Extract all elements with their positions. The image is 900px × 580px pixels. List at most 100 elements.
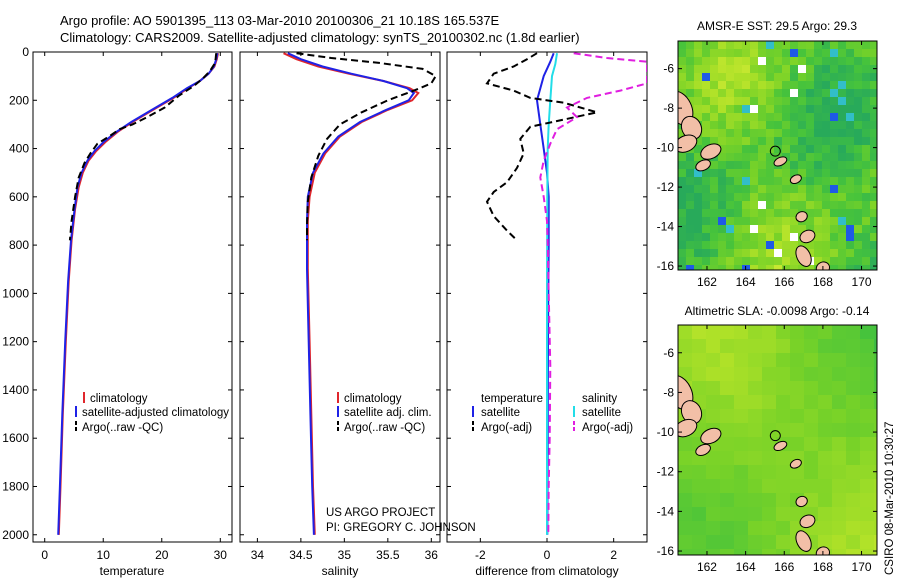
map-y-tick-label: -14 — [657, 504, 675, 518]
map-cell — [814, 177, 823, 186]
map-cell — [790, 153, 799, 162]
map-cell — [706, 507, 721, 522]
map-cell — [710, 177, 719, 186]
map-cell — [846, 437, 861, 452]
map-cell — [862, 41, 871, 50]
map-cell — [766, 257, 775, 266]
map-cell — [822, 105, 831, 114]
map-cell — [758, 177, 767, 186]
map-cell — [762, 437, 777, 452]
map-cell — [822, 73, 831, 82]
map-cell — [692, 325, 707, 340]
map-cell — [806, 185, 815, 194]
map-cell — [758, 169, 767, 178]
map-cell — [870, 81, 877, 90]
map-cell — [782, 65, 791, 74]
map-cell — [726, 265, 735, 270]
map-cell — [762, 451, 777, 466]
map-cell — [790, 225, 799, 234]
map-cell — [776, 395, 791, 410]
map-cell — [774, 81, 783, 90]
map-cell — [742, 145, 751, 154]
map-cell — [734, 105, 743, 114]
map-cell — [718, 169, 727, 178]
legend-label-satellite: satellite adj. clim. — [344, 407, 432, 419]
map-cell — [874, 353, 877, 368]
map-cell — [694, 49, 703, 58]
map-cell — [718, 81, 727, 90]
map-cell — [874, 493, 877, 508]
series-salinity-argo-adj — [539, 52, 647, 535]
map-cell — [766, 209, 775, 218]
map-cell — [870, 57, 877, 66]
legend-title-salinity: salinity — [582, 393, 617, 405]
map-cell — [734, 249, 743, 258]
map-cell — [734, 193, 743, 202]
map-cell — [720, 353, 735, 368]
map-cell — [804, 339, 819, 354]
map-cell — [748, 423, 763, 438]
map-cell — [870, 113, 877, 122]
map-cell — [806, 265, 815, 270]
map-y-tick-label: -16 — [657, 259, 675, 273]
map-cell — [748, 535, 763, 550]
map-cell — [832, 339, 847, 354]
map-cell — [710, 49, 719, 58]
map-cell — [762, 325, 777, 340]
map-cell — [718, 89, 727, 98]
y-tick-label: 2000 — [2, 528, 29, 542]
map-cell — [742, 97, 751, 106]
map-cell — [702, 249, 711, 258]
map-cell — [846, 185, 855, 194]
map-cell — [726, 233, 735, 242]
map-cell — [814, 73, 823, 82]
map-cell — [790, 265, 799, 270]
map-cell — [862, 153, 871, 162]
map-cell — [774, 185, 783, 194]
map-cell — [710, 209, 719, 218]
map-cell — [718, 185, 727, 194]
map-cell — [814, 241, 823, 250]
map-cell — [774, 41, 783, 50]
map-cell — [718, 105, 727, 114]
map-cell — [702, 201, 711, 210]
map-cell — [758, 49, 767, 58]
map-cell — [814, 57, 823, 66]
map-cell — [806, 81, 815, 90]
sla-map-frame — [677, 324, 878, 556]
map-cell — [734, 57, 743, 66]
map-cell — [862, 57, 871, 66]
map-cell — [790, 339, 805, 354]
map-cell — [870, 129, 877, 138]
map-cell — [692, 549, 707, 555]
header-line2: Climatology: CARS2009. Satellite-adjuste… — [60, 30, 580, 45]
map-cell — [706, 521, 721, 536]
map-cell — [766, 217, 775, 226]
map-cell — [814, 185, 823, 194]
map-cell — [774, 129, 783, 138]
map-cell — [692, 493, 707, 508]
map-cell — [830, 113, 839, 122]
map-cell — [678, 177, 687, 186]
map-cell — [830, 241, 839, 250]
map-cell — [798, 185, 807, 194]
map-cell — [838, 169, 847, 178]
map-cell — [750, 105, 759, 114]
map-cell — [734, 209, 743, 218]
map-cell — [874, 423, 877, 438]
map-cell — [750, 137, 759, 146]
map-x-tick-label: 168 — [813, 275, 833, 289]
map-cell — [870, 49, 877, 58]
map-cell — [734, 49, 743, 58]
map-cell — [720, 395, 735, 410]
map-cell — [686, 161, 695, 170]
map-cell — [750, 177, 759, 186]
map-cell — [830, 105, 839, 114]
map-cell — [832, 549, 847, 555]
map-cell — [726, 81, 735, 90]
map-cell — [678, 81, 687, 90]
island — [799, 514, 816, 529]
map-cell — [798, 265, 807, 270]
map-cell — [734, 395, 749, 410]
